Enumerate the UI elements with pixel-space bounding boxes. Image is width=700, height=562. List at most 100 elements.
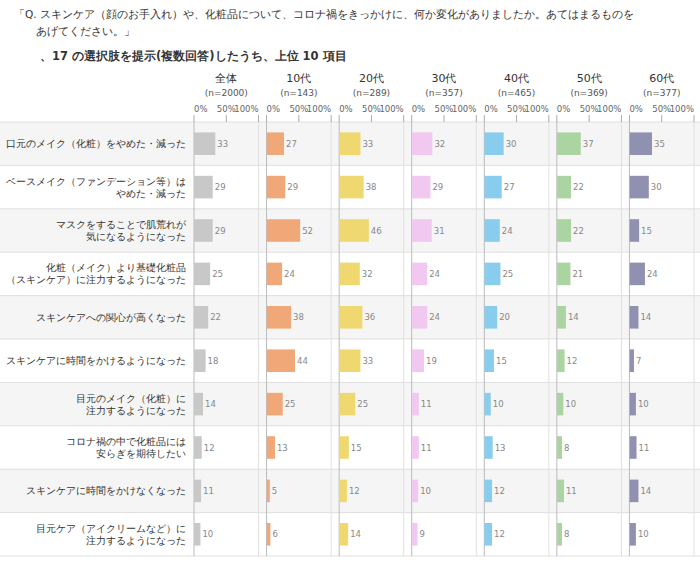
row-band <box>0 339 700 382</box>
axis-end-line <box>621 122 622 556</box>
value-label: 8 <box>564 443 569 453</box>
bar <box>629 132 652 155</box>
value-label: 52 <box>302 226 313 236</box>
bar <box>267 523 271 546</box>
tick-label: 50% <box>652 104 671 114</box>
axis-end-line <box>694 122 695 556</box>
bar <box>484 393 490 416</box>
value-label: 11 <box>203 486 214 496</box>
bar <box>484 480 492 503</box>
value-label: 25 <box>212 269 223 279</box>
value-label: 30 <box>506 139 517 149</box>
bar <box>267 176 286 199</box>
bar <box>484 219 499 242</box>
category-label: スキンケアへの関心が高くなった <box>36 312 186 323</box>
group-name: 10代 <box>286 72 311 85</box>
bar <box>194 132 215 155</box>
tick-label: 50% <box>217 104 236 114</box>
tick-label: 0% <box>484 104 498 114</box>
bar <box>557 263 571 286</box>
bar <box>484 263 500 286</box>
category-label: スキンケアに時間をかけなくなった <box>26 485 186 496</box>
value-label: 24 <box>429 269 440 279</box>
axis-end-line <box>258 122 259 556</box>
group-n: (n=289) <box>353 88 390 98</box>
value-label: 27 <box>504 182 515 192</box>
tick-mark <box>621 115 622 122</box>
value-label: 14 <box>640 486 651 496</box>
tick-mark <box>258 115 259 122</box>
bar <box>412 132 433 155</box>
value-label: 46 <box>371 226 382 236</box>
value-label: 20 <box>499 312 510 322</box>
bar <box>194 523 200 546</box>
value-label: 24 <box>502 226 513 236</box>
bar <box>557 176 571 199</box>
bar <box>484 349 494 372</box>
bars <box>629 132 652 545</box>
bar <box>339 263 360 286</box>
tick-label: 100% <box>525 104 549 114</box>
bar <box>557 306 566 329</box>
value-label: 8 <box>564 529 569 539</box>
value-label: 14 <box>205 399 216 409</box>
value-label: 29 <box>215 226 226 236</box>
group-name: 30代 <box>432 72 457 85</box>
bar <box>412 480 418 503</box>
category-label: スキンケアに時間をかけるようになった <box>6 355 186 366</box>
bar <box>267 306 292 329</box>
bar <box>339 393 355 416</box>
value-label: 10 <box>565 399 576 409</box>
bar <box>629 219 639 242</box>
tick-label: 50% <box>435 104 454 114</box>
value-label: 33 <box>362 356 373 366</box>
category-label: コロナ禍の中で化粧品には安らぎを期待したい <box>66 436 186 459</box>
tick-label: 100% <box>670 104 694 114</box>
bar <box>557 523 562 546</box>
bar <box>194 349 206 372</box>
value-label: 11 <box>566 486 577 496</box>
tick-label: 50% <box>362 104 381 114</box>
chart: 「Q. スキンケア（顔のお手入れ）や、化粧品について、コロナ禍をきっかけに、何か… <box>0 0 700 562</box>
row-separator <box>0 512 700 513</box>
value-label: 10 <box>638 399 649 409</box>
tick-mark <box>548 115 549 122</box>
bars <box>412 132 433 545</box>
row-band <box>0 122 700 165</box>
bar <box>484 523 492 546</box>
value-label: 13 <box>495 443 506 453</box>
bars <box>194 132 215 545</box>
value-label: 5 <box>272 486 277 496</box>
row-band <box>0 252 700 295</box>
value-label: 29 <box>432 182 443 192</box>
value-label: 10 <box>202 529 213 539</box>
group-n: (n=357) <box>425 88 462 98</box>
bar <box>339 436 349 459</box>
bar <box>267 436 275 459</box>
subtitle: 、17 の選択肢を提示(複数回答)したうち、上位 10 項目 <box>40 49 347 63</box>
bar <box>629 349 634 372</box>
value-label: 11 <box>639 443 650 453</box>
tick-label: 50% <box>580 104 599 114</box>
tick-label: 100% <box>307 104 331 114</box>
tick-mark <box>371 115 372 122</box>
bar <box>412 436 419 459</box>
bar <box>557 393 563 416</box>
value-label: 22 <box>573 226 584 236</box>
bar <box>629 480 638 503</box>
tick-mark <box>484 115 485 122</box>
value-label: 10 <box>420 486 431 496</box>
row-separator <box>0 122 700 123</box>
category-label: 目元のメイク（化粧）に注力するようになった <box>76 393 186 416</box>
row-separator <box>0 295 700 296</box>
bar <box>194 306 208 329</box>
value-label: 30 <box>651 182 662 192</box>
bar <box>557 480 564 503</box>
tick-mark <box>339 115 340 122</box>
value-label: 35 <box>654 139 665 149</box>
row-band <box>0 469 700 512</box>
bar <box>484 306 497 329</box>
row-separator <box>0 382 700 383</box>
value-label: 15 <box>641 226 652 236</box>
axis-end-line <box>403 122 404 556</box>
